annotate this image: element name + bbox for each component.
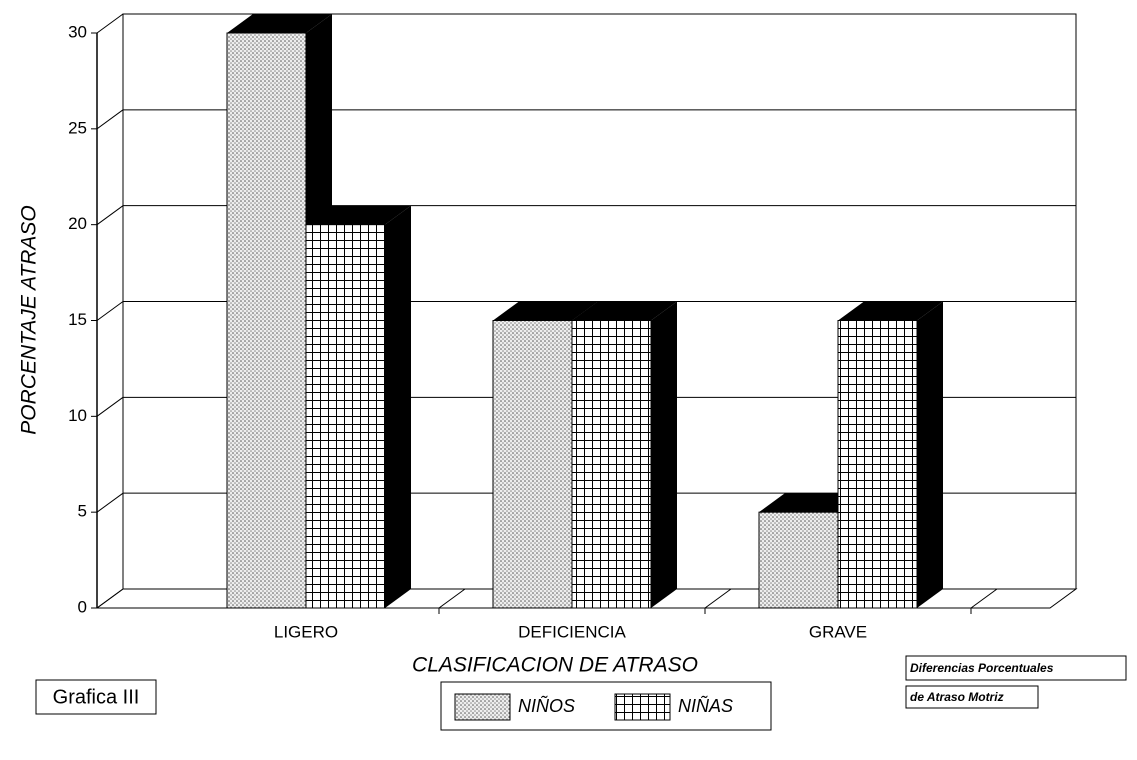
annotation-box [35, 679, 157, 715]
bar-top [493, 301, 598, 321]
bar-top [572, 301, 677, 321]
y-axis-title: PORCENTAJE ATRASO [18, 205, 41, 434]
bar [837, 320, 918, 609]
y-tick-label: 20 [68, 214, 87, 233]
legend-swatch [614, 693, 671, 721]
y-tick-label: 25 [68, 118, 87, 137]
bar [305, 224, 386, 609]
legend-swatch [454, 693, 511, 721]
floor-divider [704, 588, 732, 609]
legend-box [440, 681, 772, 731]
grid-diagonal [96, 588, 124, 609]
y-tick-label: 15 [68, 310, 87, 329]
legend-label: NIÑAS [678, 695, 733, 716]
annotation: de Atraso Motriz [910, 690, 1004, 704]
x-tick-label: GRAVE [809, 622, 867, 641]
bar-top [227, 14, 332, 33]
annotation: Grafica III [53, 686, 140, 708]
grid-diagonal [96, 109, 124, 130]
grid-diagonal [96, 13, 124, 34]
bar-side [651, 301, 677, 608]
y-tick-label: 10 [68, 406, 87, 425]
bar [758, 511, 839, 609]
floor-divider [970, 588, 998, 609]
x-tick-label: LIGERO [274, 622, 338, 641]
grid-diagonal [96, 492, 124, 513]
grid-diagonal [96, 301, 124, 321]
annotation-box [905, 655, 1127, 681]
y-tick-label: 0 [78, 597, 87, 616]
x-tick-label: DEFICIENCIA [518, 622, 626, 641]
y-tick-label: 5 [78, 502, 87, 521]
annotation-box [905, 685, 1039, 709]
bar-side [385, 205, 411, 608]
bar-top [306, 205, 411, 225]
floor-divider [438, 588, 466, 609]
bar-side [917, 301, 943, 608]
annotation: Diferencias Porcentuales [910, 661, 1054, 675]
bar-top [838, 301, 943, 321]
y-tick-label: 30 [68, 22, 87, 41]
grid-diagonal [96, 205, 124, 226]
bar [571, 320, 652, 609]
legend-label: NIÑOS [518, 695, 575, 716]
bar [226, 32, 307, 609]
bar [492, 320, 573, 609]
x-axis-title: CLASIFICACION DE ATRASO [412, 654, 698, 677]
grid-diagonal [96, 396, 124, 417]
